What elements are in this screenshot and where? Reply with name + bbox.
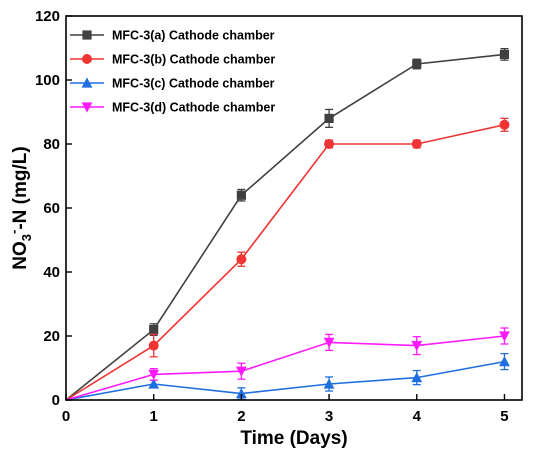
data-point <box>411 372 423 383</box>
legend-item: MFC-3(c) Cathode chamber <box>70 77 275 91</box>
legend-label: MFC-3(b) Cathode chamber <box>112 53 275 67</box>
series-3 <box>65 327 510 401</box>
legend: MFC-3(a) Cathode chamber MFC-3(b) Cathode… <box>70 29 275 115</box>
legend-label: MFC-3(c) Cathode chamber <box>112 77 275 91</box>
y-tick-label: 0 <box>52 392 60 409</box>
data-point <box>412 59 422 69</box>
data-point <box>411 139 422 149</box>
data-point <box>411 341 423 352</box>
legend-item: MFC-3(b) Cathode chamber <box>70 53 275 67</box>
x-tick-label: 5 <box>500 408 508 425</box>
data-point <box>499 356 510 367</box>
data-point <box>148 340 159 351</box>
legend-marker <box>82 30 92 40</box>
data-point <box>323 378 335 389</box>
y-tick-label: 20 <box>43 328 60 345</box>
x-tick-label: 0 <box>62 408 70 425</box>
y-axis: 0 20 40 60 80 100 120 <box>35 8 72 409</box>
data-point <box>324 139 335 149</box>
legend-item: MFC-3(a) Cathode chamber <box>70 29 275 43</box>
x-tick-label: 2 <box>237 408 245 425</box>
series-line <box>65 360 505 401</box>
data-point <box>499 119 510 130</box>
chart-marks <box>65 47 510 401</box>
y-tick-label: 40 <box>43 264 60 281</box>
legend-label: MFC-3(d) Cathode chamber <box>112 101 275 115</box>
data-point <box>499 331 510 342</box>
y-tick-label: 80 <box>43 136 60 153</box>
data-point <box>235 366 247 377</box>
series-2 <box>65 352 510 401</box>
legend-marker <box>82 54 92 64</box>
data-point <box>499 49 510 59</box>
y-axis-title-rest: -N (mg/L) <box>10 146 31 229</box>
y-axis-title-subscript: 3 <box>19 234 34 241</box>
series-0 <box>65 47 510 401</box>
data-point <box>324 113 334 123</box>
x-tick-label: 3 <box>325 408 333 425</box>
y-axis-title-superscript: - <box>6 230 21 234</box>
series-line <box>65 124 505 401</box>
y-tick-label: 60 <box>43 200 60 217</box>
data-point <box>323 337 335 348</box>
data-point <box>236 190 246 200</box>
x-tick-label: 1 <box>150 408 158 425</box>
legend-marker <box>81 102 93 113</box>
series-line <box>65 53 505 401</box>
data-point <box>149 325 159 335</box>
x-axis-title: Time (Days) <box>240 428 347 449</box>
data-point <box>148 369 160 380</box>
data-point <box>236 254 247 265</box>
legend-marker <box>81 77 93 88</box>
x-axis: 0 1 2 3 4 5 <box>62 394 509 425</box>
data-point <box>148 378 160 389</box>
series-1 <box>65 117 510 401</box>
y-axis-title: NO3--N (mg/L) <box>6 146 34 269</box>
y-tick-label: 100 <box>35 72 60 89</box>
x-tick-label: 4 <box>413 408 422 425</box>
y-tick-label: 120 <box>35 8 60 25</box>
data-point <box>235 388 247 399</box>
legend-item: MFC-3(d) Cathode chamber <box>70 101 275 115</box>
legend-label: MFC-3(a) Cathode chamber <box>112 29 275 43</box>
series-line <box>65 335 505 401</box>
y-axis-title-main: NO <box>10 241 31 270</box>
plot-frame <box>65 15 523 401</box>
